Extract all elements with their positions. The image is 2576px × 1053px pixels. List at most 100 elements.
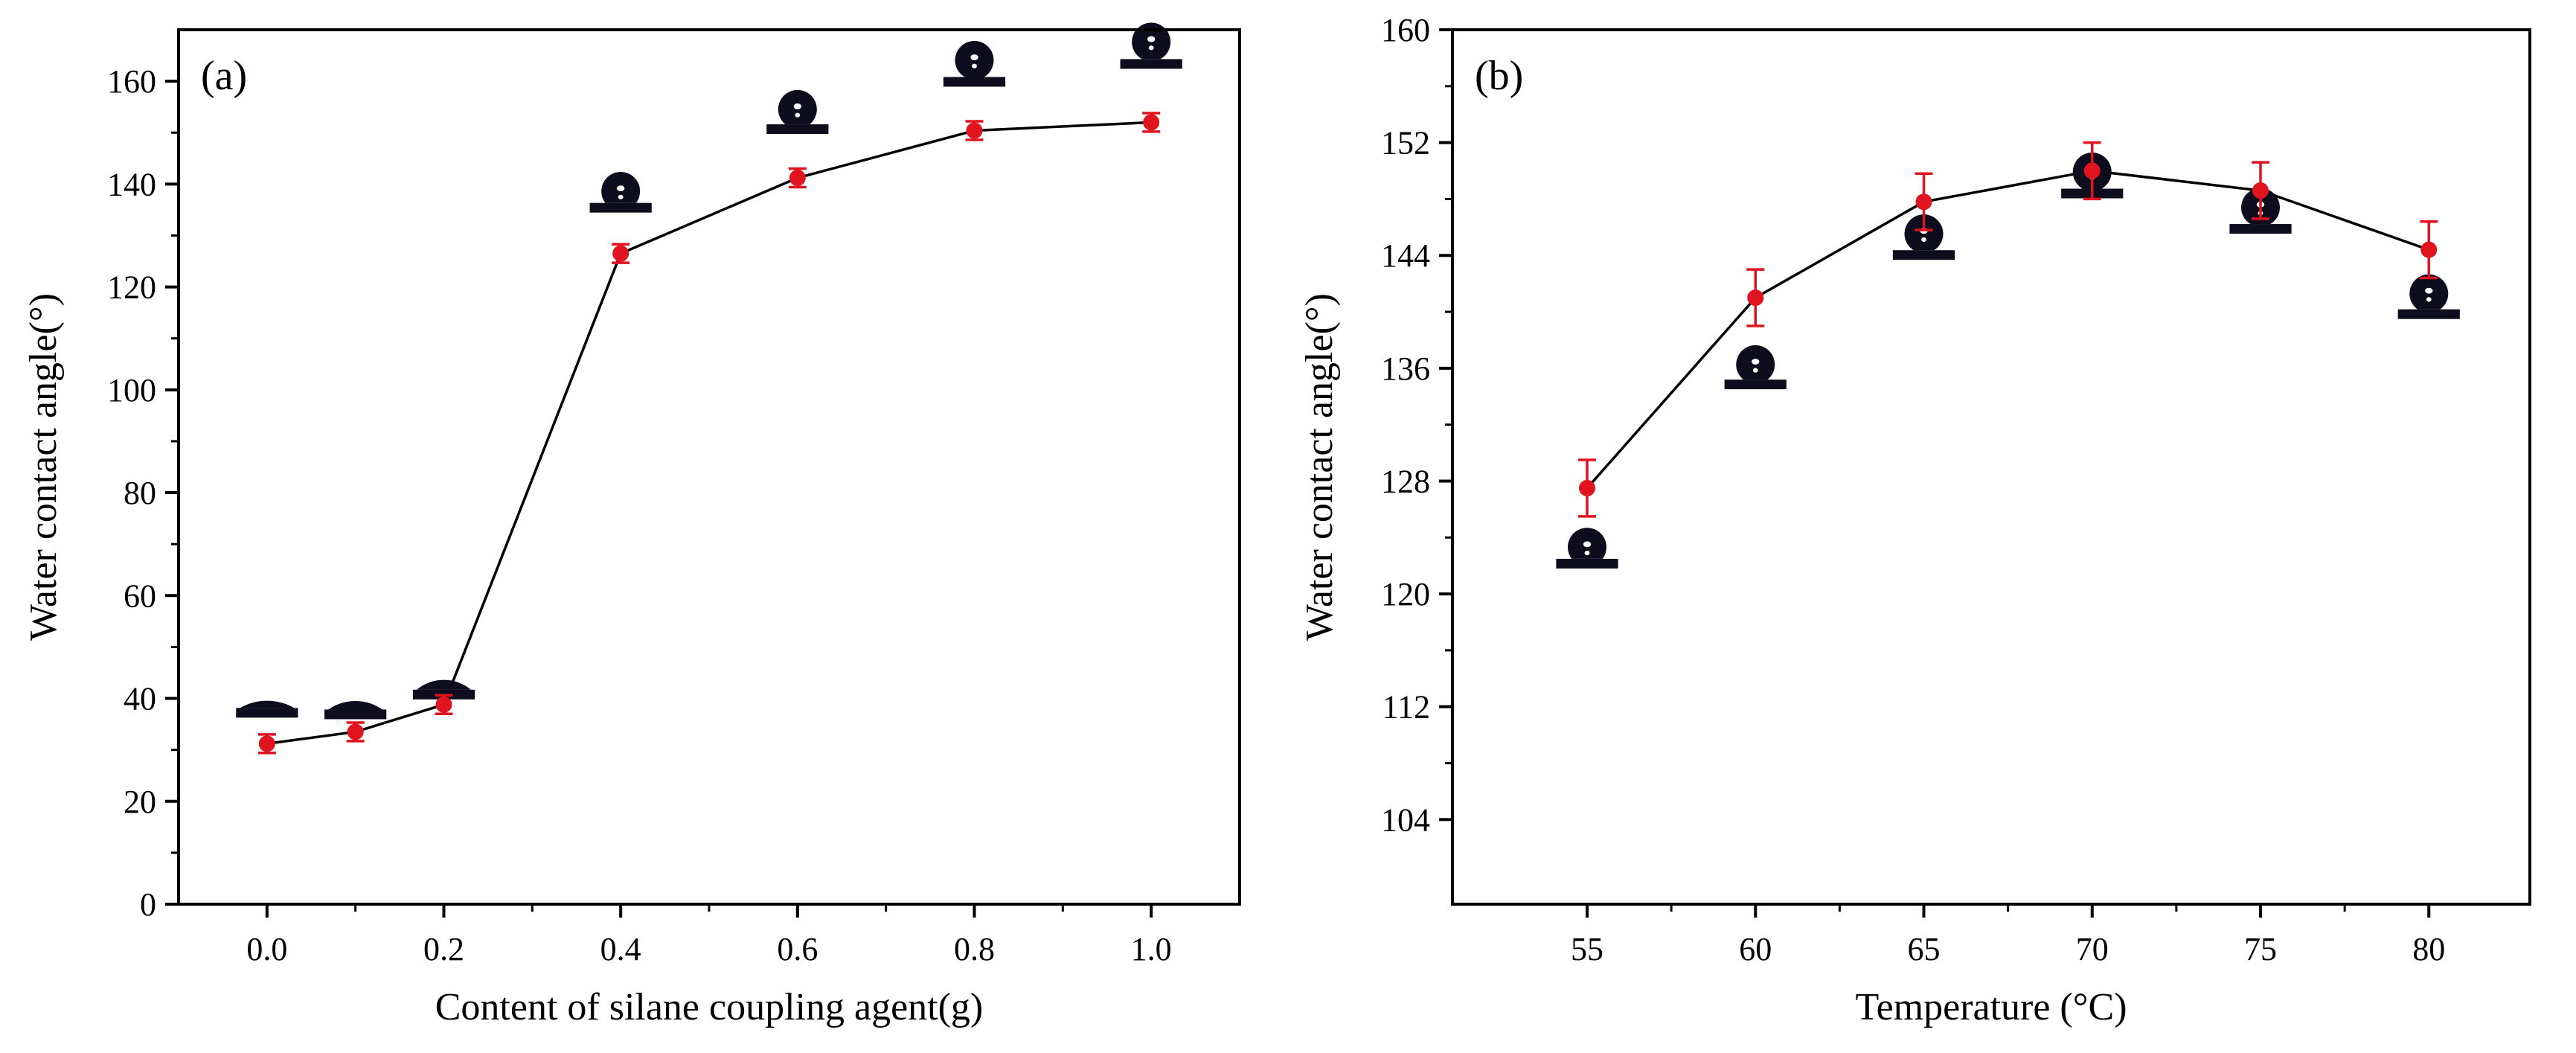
droplet-substrate <box>1892 250 1955 260</box>
x-tick-label: 65 <box>1908 931 1941 967</box>
x-tick-label: 80 <box>2412 931 2445 967</box>
data-point <box>1747 289 1764 307</box>
chart-panel-a: 0.0 0.2 0.4 0.6 0.8 1.0 0 20 40 60 80 100 120 140 160… <box>22 22 1241 1028</box>
x-tick-label: 0.4 <box>600 931 641 967</box>
droplet-highlight <box>616 185 625 192</box>
data-point <box>435 696 452 713</box>
droplet-substrate <box>324 709 387 720</box>
data-point <box>258 735 275 752</box>
y-tick-label: 60 <box>124 577 156 614</box>
chart-panel-b: 55 60 65 70 75 80 104 112 120 128 136 144 152 160 (b… <box>1298 12 2531 1028</box>
droplet-highlight <box>1147 36 1156 42</box>
x-tick-label: 0.2 <box>423 931 464 967</box>
droplet-substrate <box>1724 380 1787 390</box>
data-point <box>2252 182 2269 199</box>
y-tick-label: 160 <box>1381 12 1430 48</box>
x-tick-label: 55 <box>1571 931 1603 967</box>
droplet-highlight <box>618 194 624 199</box>
y-ticks-b: 104 112 120 128 136 144 152 160 <box>1381 12 1452 838</box>
data-point <box>2083 162 2101 179</box>
droplet-highlight <box>1584 550 1590 556</box>
error-bars-a <box>257 112 1161 755</box>
y-tick-label: 120 <box>1381 576 1430 612</box>
droplet-highlight <box>793 103 802 109</box>
droplet-inset <box>1120 22 1182 69</box>
series-line-a <box>266 121 1152 746</box>
droplet-highlight <box>1752 368 1758 373</box>
x-ticks-b: 55 60 65 70 75 80 <box>1571 904 2445 967</box>
droplet-highlight <box>795 112 801 118</box>
droplet-inset <box>1556 528 1618 569</box>
y-tick-label: 0 <box>140 886 156 923</box>
droplet-inset <box>589 172 652 213</box>
droplet-highlight <box>972 63 977 68</box>
y-tick-label: 128 <box>1381 463 1430 499</box>
x-tick-label: 1.0 <box>1131 931 1172 967</box>
data-points-b <box>1579 162 2438 496</box>
y-tick-label: 120 <box>107 269 156 306</box>
y-tick-label: 40 <box>124 681 156 717</box>
y-tick-label: 136 <box>1381 351 1430 387</box>
droplet-substrate <box>2229 224 2292 234</box>
droplet-insets-a <box>236 22 1182 720</box>
y-axis-title-a: Water contact angle(°) <box>22 293 65 641</box>
plot-frame-a <box>177 28 1241 906</box>
droplet-highlight <box>2426 297 2432 302</box>
y-tick-label: 140 <box>107 166 156 202</box>
y-tick-label: 100 <box>107 372 156 409</box>
droplet-highlight <box>970 54 978 60</box>
data-points-a <box>258 114 1160 752</box>
droplet-inset <box>943 40 1006 87</box>
data-point <box>1915 193 1932 211</box>
droplet-substrate <box>236 708 298 718</box>
droplet-substrate <box>589 202 652 213</box>
x-tick-label: 60 <box>1739 931 1772 967</box>
x-ticks-a: 0.0 0.2 0.4 0.6 0.8 1.0 <box>246 904 1172 967</box>
y-tick-label: 112 <box>1382 689 1430 726</box>
droplet-highlight <box>1583 541 1592 548</box>
series-polyline <box>266 121 1152 746</box>
x-tick-label: 0.6 <box>777 931 818 967</box>
x-tick-label: 0.8 <box>954 931 995 967</box>
y-tick-label: 160 <box>107 63 156 100</box>
y-tick-label: 80 <box>124 475 156 511</box>
series-line-b <box>1586 169 2429 490</box>
droplet-inset <box>1892 214 1955 260</box>
droplet-highlight <box>2425 287 2433 294</box>
x-axis-title-a: Content of silane coupling agent(g) <box>435 986 983 1028</box>
droplet-inset <box>1724 345 1787 390</box>
droplet-highlight <box>1921 237 1926 243</box>
y-tick-label: 104 <box>1381 801 1430 838</box>
droplet-substrate <box>2397 309 2460 319</box>
data-point <box>347 723 364 740</box>
droplet-inset <box>2397 274 2460 319</box>
data-point <box>612 245 629 262</box>
droplet-substrate <box>766 124 829 135</box>
droplet-highlight <box>1148 45 1154 51</box>
x-tick-label: 75 <box>2244 931 2277 967</box>
panel-label-b: (b) <box>1475 53 1523 99</box>
x-tick-label: 70 <box>2076 931 2109 967</box>
droplet-inset <box>236 700 298 718</box>
droplet-substrate <box>943 77 1006 87</box>
droplet-body <box>328 700 383 710</box>
y-tick-label: 152 <box>1381 125 1430 161</box>
y-axis-title-b: Water contact angle(°) <box>1298 293 1341 641</box>
y-tick-label: 144 <box>1381 237 1430 274</box>
error-bars-b <box>1578 141 2438 518</box>
y-tick-label: 20 <box>124 784 156 820</box>
droplet-body <box>417 679 471 690</box>
droplet-substrate <box>1120 59 1182 69</box>
data-point <box>966 122 983 139</box>
droplet-inset <box>766 89 829 135</box>
droplet-body <box>240 700 295 708</box>
plot-frame-b <box>1451 28 2531 906</box>
droplet-inset <box>324 700 387 720</box>
droplet-substrate <box>1556 558 1618 569</box>
y-ticks-a: 0 20 40 60 80 100 120 140 160 <box>107 63 179 923</box>
panel-label-a: (a) <box>201 53 247 99</box>
x-tick-label: 0.0 <box>246 931 287 967</box>
data-point <box>1579 479 1595 496</box>
data-point <box>1143 114 1160 131</box>
